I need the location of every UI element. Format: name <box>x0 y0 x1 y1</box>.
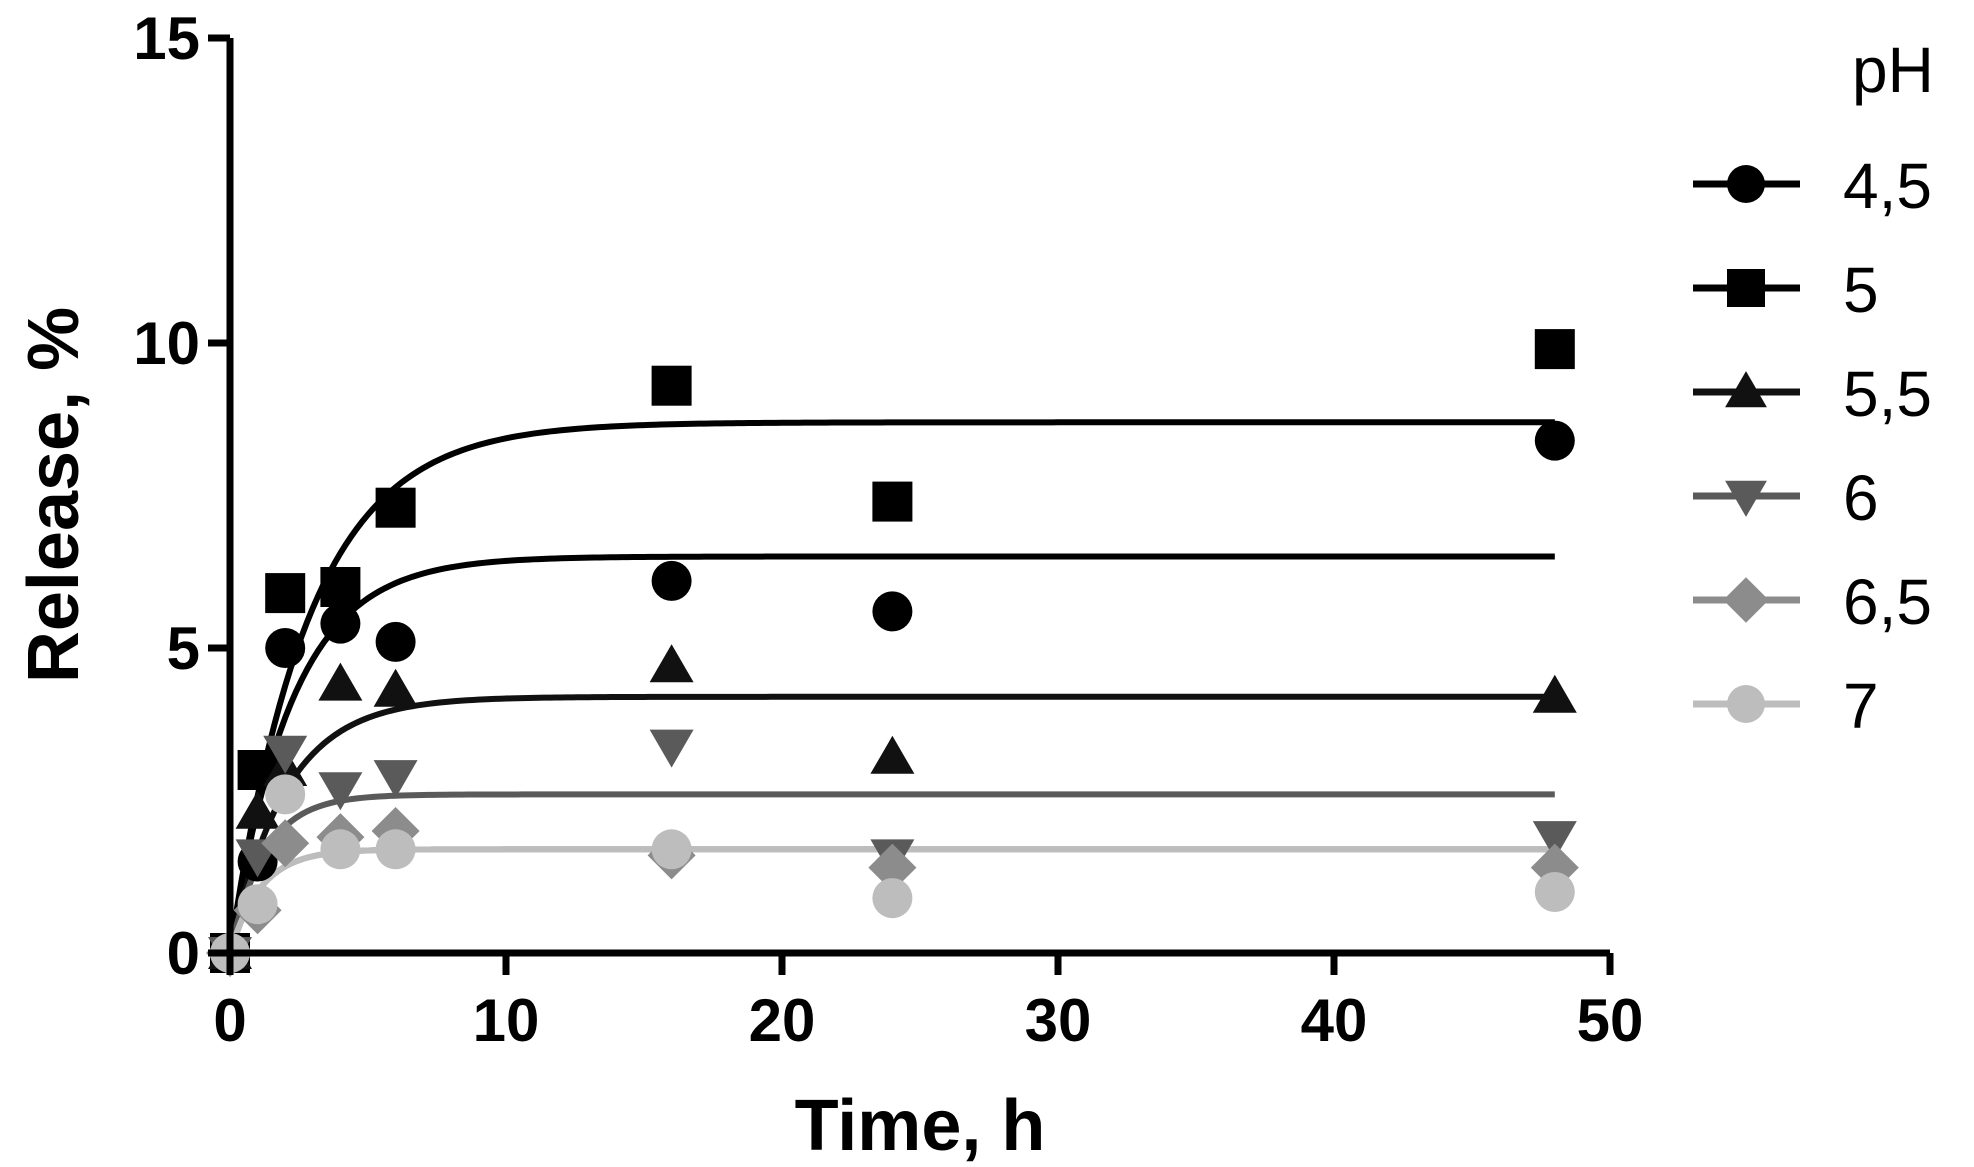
data-point-4,5 <box>375 621 416 662</box>
data-point-4,5 <box>1534 420 1575 461</box>
data-point-5 <box>320 567 361 607</box>
fit-curve-6 <box>227 791 1555 954</box>
legend-label-6: 6 <box>1843 462 1879 534</box>
legend-label-7: 7 <box>1843 670 1879 742</box>
data-point-6 <box>263 735 308 774</box>
data-point-7 <box>237 884 278 925</box>
legend-label-4,5: 4,5 <box>1843 150 1932 222</box>
data-point-5,5 <box>870 735 915 774</box>
y-tick-label: 0 <box>167 920 200 987</box>
legend-marker-4,5 <box>1727 165 1765 203</box>
legend-title: pH <box>1852 34 1934 106</box>
data-point-5,5 <box>318 662 363 701</box>
legend-marker-5,5 <box>1725 371 1767 408</box>
data-point-7 <box>320 829 361 870</box>
legend-label-6,5: 6,5 <box>1843 566 1932 638</box>
data-point-6 <box>649 729 694 768</box>
x-tick-label: 20 <box>749 987 816 1054</box>
y-tick-label: 10 <box>133 310 200 377</box>
fit-curve-5,5 <box>227 693 1555 954</box>
data-point-7 <box>1534 872 1575 912</box>
data-point-4,5 <box>265 628 306 668</box>
x-axis-title: Time, h <box>795 1086 1046 1166</box>
data-point-6,5 <box>868 843 917 892</box>
x-tick-label: 50 <box>1577 987 1644 1054</box>
data-point-7 <box>375 829 416 870</box>
legend-label-5,5: 5,5 <box>1843 358 1932 430</box>
data-point-6 <box>1532 821 1577 860</box>
legend-marker-7 <box>1727 685 1765 723</box>
data-point-6 <box>318 772 363 811</box>
legend-marker-6,5 <box>1723 577 1769 623</box>
fit-curve-4,5 <box>227 553 1555 954</box>
data-points <box>206 329 1579 977</box>
legend-marker-6 <box>1725 480 1767 517</box>
axes <box>226 38 1610 957</box>
y-axis-title: Release, % <box>14 307 94 683</box>
data-point-5,5 <box>649 644 694 683</box>
y-tick-label: 5 <box>167 615 200 682</box>
fit-curve-5 <box>227 419 1555 954</box>
data-point-5 <box>375 487 416 528</box>
x-tick-label: 30 <box>1025 987 1092 1054</box>
x-tick-label: 40 <box>1301 987 1368 1054</box>
data-point-6,5 <box>261 819 310 868</box>
data-point-4,5 <box>320 603 361 644</box>
data-point-7 <box>265 774 306 815</box>
y-tick-label: 15 <box>133 5 200 72</box>
data-point-5,5 <box>1532 674 1577 713</box>
data-point-5,5 <box>373 668 418 707</box>
data-point-5 <box>872 481 913 522</box>
data-point-5 <box>265 573 306 614</box>
ticks: 0 10 20 30 40 50 0 5 10 15 <box>133 5 1643 1054</box>
data-point-4,5 <box>872 591 913 632</box>
x-tick-label: 10 <box>473 987 540 1054</box>
data-point-7 <box>872 878 913 919</box>
data-point-5,5 <box>235 790 280 829</box>
data-point-5 <box>651 365 692 406</box>
data-point-5 <box>1534 329 1575 370</box>
x-tick-label: 0 <box>213 987 246 1054</box>
data-point-7 <box>651 829 692 870</box>
data-point-4,5 <box>651 560 692 601</box>
legend-marker-5 <box>1727 269 1765 307</box>
legend: pH 4,5 5 5,5 6 6,5 7 <box>1693 34 1934 742</box>
data-point-6 <box>373 760 418 799</box>
legend-label-5: 5 <box>1843 254 1879 326</box>
